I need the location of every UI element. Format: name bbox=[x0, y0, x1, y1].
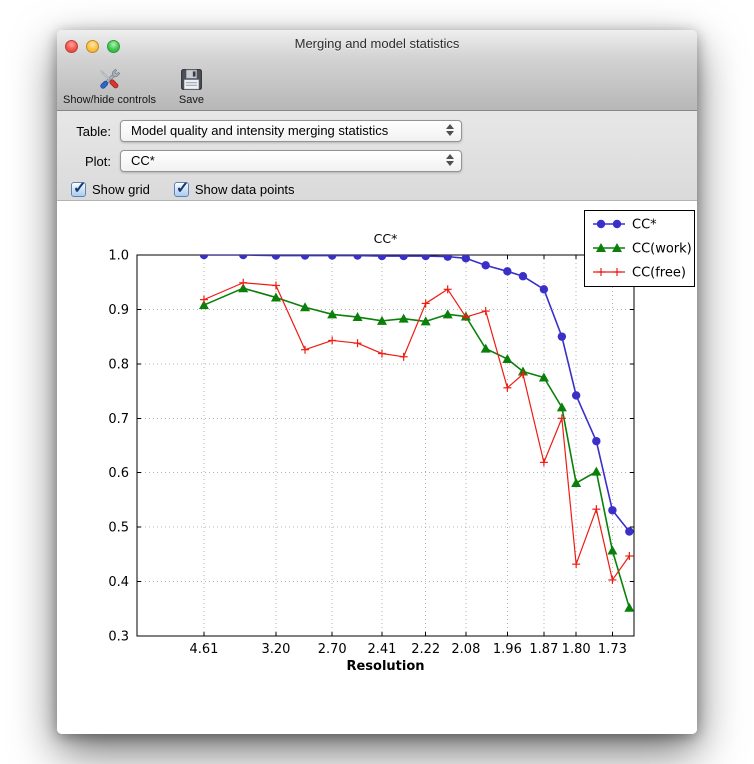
show-grid-checkbox[interactable]: Show grid bbox=[71, 178, 150, 198]
checkbox-check-icon bbox=[173, 178, 189, 198]
checkbox-check-icon bbox=[71, 178, 86, 198]
chart-title: CC* bbox=[374, 231, 398, 246]
titlebar: Merging and model statistics bbox=[57, 30, 697, 58]
save-icon bbox=[181, 69, 202, 90]
svg-text:1.73: 1.73 bbox=[598, 642, 627, 657]
series-CC* bbox=[199, 255, 634, 536]
svg-text:1.0: 1.0 bbox=[108, 249, 129, 264]
chart-axes bbox=[136, 254, 635, 637]
chart-canvas: 4.61 3.20 2.70 2.41 2.22 2.08 1.96 1.87 1.80 1.73… bbox=[108, 210, 695, 674]
dropdown-value: Model quality and intensity merging stat… bbox=[131, 123, 389, 138]
table-label: Table: bbox=[76, 123, 111, 139]
series-CC(free) bbox=[199, 278, 634, 584]
table-dropdown[interactable]: Model quality and intensity merging stat… bbox=[120, 120, 462, 142]
svg-text:4.61: 4.61 bbox=[189, 642, 218, 657]
toolbar: Show/hide controls Save bbox=[57, 58, 697, 111]
svg-text:0.5: 0.5 bbox=[108, 521, 129, 536]
traffic-lights bbox=[65, 40, 120, 53]
svg-text:2.70: 2.70 bbox=[318, 642, 347, 657]
svg-text:0.9: 0.9 bbox=[108, 303, 129, 318]
chart-tick-labels: 4.61 3.20 2.70 2.41 2.22 2.08 1.96 1.87 1.80 1.73… bbox=[108, 249, 627, 658]
chart-xlabel: Resolution bbox=[346, 659, 424, 674]
stepper-arrows-icon bbox=[446, 154, 454, 166]
dropdown-value: CC* bbox=[131, 153, 155, 168]
svg-text:CC(work): CC(work) bbox=[632, 242, 692, 257]
svg-text:0.6: 0.6 bbox=[108, 466, 129, 481]
checkbox-label: Show grid bbox=[92, 181, 150, 197]
svg-text:CC*: CC* bbox=[632, 218, 657, 233]
app-window: Merging and model statistics bbox=[57, 30, 697, 734]
zoom-button[interactable] bbox=[107, 40, 120, 53]
chart-legend: CC* CC(work) CC(free) bbox=[584, 210, 695, 287]
svg-text:0.7: 0.7 bbox=[108, 412, 129, 427]
svg-text:2.41: 2.41 bbox=[367, 642, 396, 657]
show-data-points-checkbox[interactable]: Show data points bbox=[173, 178, 295, 198]
checkbox-label: Show data points bbox=[194, 181, 295, 197]
svg-text:CC(free): CC(free) bbox=[632, 266, 686, 281]
chart-gridlines bbox=[137, 255, 634, 636]
toolbar-button-label: Show/hide controls bbox=[63, 94, 156, 106]
toolbar-button-label: Save bbox=[178, 94, 204, 106]
svg-text:1.96: 1.96 bbox=[493, 642, 522, 657]
svg-text:3.20: 3.20 bbox=[261, 642, 290, 657]
plot-dropdown[interactable]: CC* bbox=[120, 150, 462, 172]
window-title: Merging and model statistics bbox=[294, 36, 460, 51]
svg-text:0.4: 0.4 bbox=[108, 575, 129, 590]
svg-text:2.22: 2.22 bbox=[411, 642, 440, 657]
minimize-button[interactable] bbox=[86, 40, 99, 53]
close-button[interactable] bbox=[65, 40, 78, 53]
stepper-arrows-icon bbox=[446, 124, 454, 136]
controls-panel: Table: Model quality and intensity mergi… bbox=[57, 111, 697, 201]
svg-text:2.08: 2.08 bbox=[451, 642, 480, 657]
svg-text:0.8: 0.8 bbox=[108, 357, 129, 372]
plot-area: 4.61 3.20 2.70 2.41 2.22 2.08 1.96 1.87 1.80 1.73… bbox=[57, 201, 697, 734]
series-CC(work) bbox=[198, 283, 634, 612]
save-button[interactable]: Save bbox=[178, 66, 205, 106]
svg-text:1.80: 1.80 bbox=[562, 642, 591, 657]
plot-label: Plot: bbox=[84, 153, 111, 169]
show-hide-controls-button[interactable]: Show/hide controls bbox=[63, 66, 156, 106]
svg-text:1.87: 1.87 bbox=[529, 642, 558, 657]
tools-icon bbox=[100, 68, 121, 89]
svg-text:0.3: 0.3 bbox=[108, 630, 129, 645]
